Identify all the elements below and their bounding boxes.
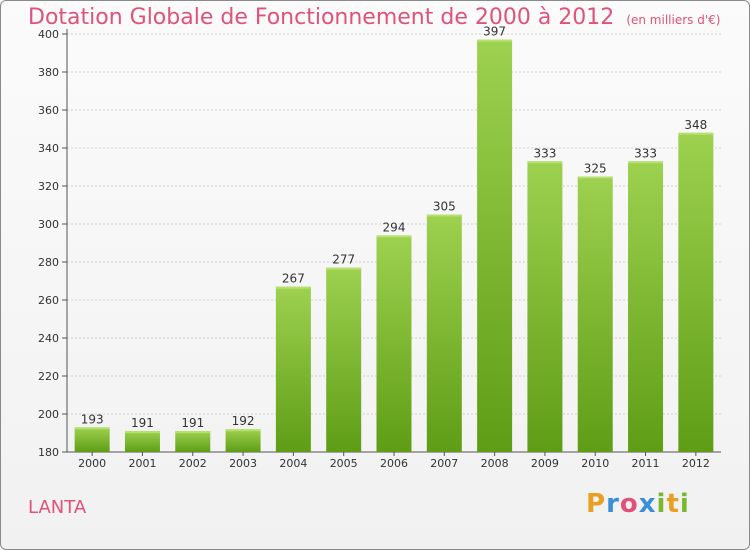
y-tick-label: 220 <box>38 370 59 383</box>
bar-value-label: 294 <box>383 220 406 234</box>
bar-value-label: 348 <box>684 118 707 132</box>
bar-value-label: 333 <box>634 146 657 160</box>
x-tick-label: 2006 <box>380 457 408 470</box>
bar-value-label: 325 <box>584 162 607 176</box>
logo-letter: o <box>619 489 639 519</box>
bar-highlight <box>74 427 110 430</box>
y-tick-label: 240 <box>38 332 59 345</box>
bar <box>124 431 160 452</box>
logo-letter: i <box>656 489 667 519</box>
bar-value-label: 192 <box>232 414 255 428</box>
bar-highlight <box>477 39 513 42</box>
x-tick-label: 2008 <box>481 457 509 470</box>
bar-highlight <box>577 176 613 179</box>
y-tick-label: 200 <box>38 408 59 421</box>
x-tick-label: 2009 <box>531 457 559 470</box>
bar-value-label: 191 <box>131 416 154 430</box>
logo-letter: x <box>638 489 657 519</box>
logo-letter: i <box>679 489 690 519</box>
bar-highlight <box>124 431 160 434</box>
x-tick-label: 2001 <box>128 457 156 470</box>
bar <box>628 161 664 453</box>
proxiti-logo[interactable]: Proxiti <box>586 489 690 519</box>
chart-title: Dotation Globale de Fonctionnement de 20… <box>28 5 720 30</box>
logo-letter: r <box>606 489 620 519</box>
bar-highlight <box>678 132 714 135</box>
y-tick-label: 180 <box>38 446 59 459</box>
bar-highlight <box>426 214 462 217</box>
bar <box>275 286 311 452</box>
y-tick-label: 300 <box>38 218 59 231</box>
bar-highlight <box>326 267 362 270</box>
bar-value-label: 193 <box>81 412 104 426</box>
x-tick-label: 2000 <box>78 457 106 470</box>
logo-letter: t <box>666 489 680 519</box>
bar-value-label: 333 <box>533 146 556 160</box>
bar-value-label: 305 <box>433 200 456 214</box>
title-text: Dotation Globale de Fonctionnement de 20… <box>28 5 615 30</box>
bar <box>426 214 462 452</box>
bar <box>527 161 563 453</box>
bar <box>376 235 412 452</box>
y-tick-label: 260 <box>38 294 59 307</box>
y-tick-label: 380 <box>38 66 59 79</box>
x-tick-label: 2007 <box>430 457 458 470</box>
bar <box>678 132 714 453</box>
bar-value-label: 267 <box>282 272 305 286</box>
bar <box>326 267 362 452</box>
x-tick-label: 2011 <box>632 457 660 470</box>
x-tick-label: 2002 <box>179 457 207 470</box>
city-name: LANTA <box>28 497 87 518</box>
y-tick-label: 280 <box>38 256 59 269</box>
x-tick-label: 2010 <box>581 457 609 470</box>
x-tick-label: 2003 <box>229 457 257 470</box>
bar-highlight <box>376 235 412 238</box>
y-tick-label: 320 <box>38 180 59 193</box>
logo-letter: P <box>586 489 607 519</box>
bar-value-label: 397 <box>483 25 506 39</box>
bar-highlight <box>275 286 311 289</box>
bar <box>477 39 513 452</box>
bar-highlight <box>175 431 211 434</box>
x-tick-label: 2004 <box>279 457 307 470</box>
bar <box>175 431 211 452</box>
chart-subtitle: (en milliers d'€) <box>626 13 721 27</box>
y-tick-label: 400 <box>38 28 59 41</box>
bar-highlight <box>225 429 261 432</box>
bar-value-label: 191 <box>181 416 204 430</box>
y-tick-label: 360 <box>38 104 59 117</box>
bar <box>225 429 261 452</box>
bar <box>577 176 613 452</box>
bar <box>74 427 110 452</box>
x-tick-label: 2005 <box>330 457 358 470</box>
bar-highlight <box>628 161 664 164</box>
bar-value-label: 277 <box>332 253 355 267</box>
x-tick-label: 2012 <box>682 457 710 470</box>
bar-highlight <box>527 161 563 164</box>
y-tick-label: 340 <box>38 142 59 155</box>
